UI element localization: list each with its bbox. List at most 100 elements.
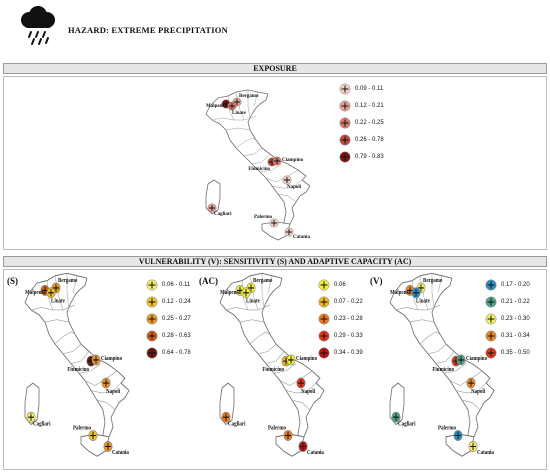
legend-item: 0.28 - 0.63 [146, 330, 191, 342]
airport-marker [91, 354, 101, 366]
airport-label: Linate [246, 298, 260, 305]
airport-marker [88, 430, 98, 441]
legend-label: 0.07 - 0.22 [334, 299, 363, 305]
airport-marker [221, 411, 231, 423]
region-border [285, 382, 317, 394]
airport-symbol-icon [339, 117, 351, 129]
airport-label: Catania [112, 449, 129, 456]
airport-label: Fiumicino [262, 367, 284, 374]
legend-item: 0.21 - 0.22 [485, 296, 530, 308]
legend-label: 0.12 - 0.24 [162, 299, 191, 305]
airport-marker [269, 218, 279, 228]
airport-label: Bergamo [253, 277, 273, 284]
region-border [409, 319, 435, 323]
region-border [70, 351, 90, 364]
legend-label: 0.06 - 0.11 [162, 282, 191, 288]
region-border [437, 275, 443, 293]
legend-item: 0.26 - 0.78 [339, 134, 384, 146]
airport-label: Cagliari [214, 212, 232, 217]
region-border [461, 399, 481, 411]
airport-symbol-icon [146, 313, 158, 325]
airport-label: Napoli [287, 185, 302, 190]
airport-marker [283, 430, 293, 441]
legend-label: 0.06 [334, 282, 346, 288]
airport-symbol-icon [318, 296, 330, 308]
legend-label: 0.34 - 0.39 [334, 350, 363, 356]
region-border [225, 304, 271, 311]
airport-symbol-icon [339, 151, 351, 163]
region-border [66, 273, 70, 308]
airport-label: Malpensa [220, 290, 241, 297]
legend-item: 0.29 - 0.33 [318, 330, 363, 342]
legend-label: 0.12 - 0.21 [355, 103, 384, 109]
airport-label: Catania [293, 235, 310, 240]
airport-marker [468, 441, 478, 452]
legend-item: 0.09 - 0.11 [339, 83, 383, 95]
legend-label: 0.29 - 0.33 [334, 333, 363, 339]
airport-symbol-icon [146, 279, 158, 291]
region-border [395, 304, 441, 311]
region-border [72, 275, 78, 293]
region-border [265, 169, 299, 183]
airport-marker [284, 227, 294, 237]
region-border [291, 399, 311, 411]
airport-label: Bergamo [58, 277, 78, 284]
region-border [239, 319, 265, 323]
airport-label: Linate [232, 111, 247, 116]
airport-label: Catania [477, 449, 494, 456]
airport-label: Fiumicino [67, 367, 89, 374]
region-border [427, 343, 447, 355]
airport-symbol-icon [318, 313, 330, 325]
region-border [277, 193, 297, 203]
legend-item: 0.07 - 0.22 [318, 296, 363, 308]
cloud-rain-icon [21, 6, 55, 45]
airport-symbol-icon [485, 296, 497, 308]
airport-label: Bergamo [239, 94, 259, 99]
airport-marker [227, 101, 237, 111]
region-border [251, 153, 271, 165]
region-border [90, 382, 122, 394]
region-border [257, 343, 277, 355]
legend-item: 0.12 - 0.21 [339, 100, 384, 112]
airport-symbol-icon [146, 330, 158, 342]
region-border [449, 370, 483, 386]
airport-marker [296, 377, 306, 389]
airport-symbol-icon [485, 347, 497, 359]
airport-symbol-icon [485, 330, 497, 342]
region-border [271, 179, 303, 189]
airport-label: Fiumicino [248, 167, 270, 172]
airport-marker [46, 287, 56, 299]
airport-label: Bergamo [423, 277, 443, 284]
region-border [253, 91, 259, 107]
airport-label: Cagliari [398, 421, 416, 428]
region-border [261, 273, 265, 308]
region-border [84, 370, 118, 386]
legend-label: 0.64 - 0.78 [162, 350, 191, 356]
legend-label: 0.21 - 0.22 [501, 299, 530, 305]
legend-label: 0.26 - 0.78 [355, 137, 384, 143]
panel-label-ac: (AC) [199, 276, 218, 286]
airport-symbol-icon [339, 83, 351, 95]
airport-marker [466, 377, 476, 389]
legend-label: 0.28 - 0.63 [162, 333, 191, 339]
region-border [78, 363, 102, 374]
region-border [54, 331, 76, 345]
airport-label: Palermo [438, 425, 456, 432]
airport-label: Napoli [301, 388, 316, 395]
region-border [273, 363, 297, 374]
legend-item: 0.17 - 0.20 [485, 279, 530, 291]
panel-label-s: (S) [7, 276, 18, 286]
airport-label: Palermo [268, 425, 286, 432]
region-border [247, 90, 251, 119]
legend-item: 0.34 - 0.39 [318, 347, 363, 359]
airport-label: Linate [51, 298, 65, 305]
airport-marker [207, 203, 217, 213]
airport-marker [26, 411, 36, 423]
airport-label: Palermo [73, 425, 91, 432]
legend-label: 0.31 - 0.34 [501, 333, 530, 339]
region-border [30, 304, 76, 311]
airport-label: Cagliari [228, 421, 246, 428]
legend-item: 0.31 - 0.34 [485, 330, 530, 342]
airport-marker [453, 430, 463, 441]
legend-label: 0.79 - 0.83 [355, 154, 384, 160]
